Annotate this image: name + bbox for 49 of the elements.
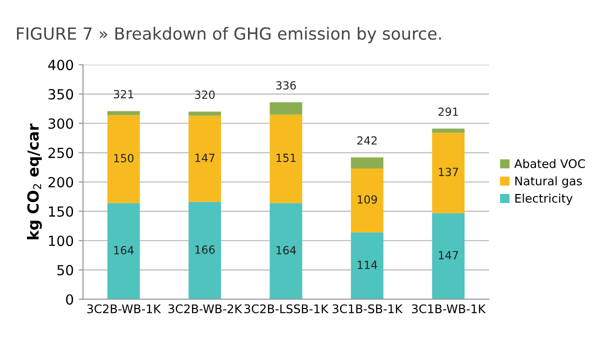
bar — [350, 168, 384, 232]
legend-label: Abated VOC — [514, 158, 585, 168]
total-label: 242 — [357, 136, 377, 145]
y-tick-label: 150 — [49, 206, 74, 217]
bar — [270, 102, 302, 115]
y-tick-label: 400 — [48, 60, 74, 70]
bar — [432, 128, 465, 133]
bar — [188, 116, 222, 202]
data-label: 137 — [438, 168, 458, 176]
legend-label: Electricity — [515, 194, 573, 206]
y-axis-title: kg CO$_{2}$ eq/car — [26, 124, 42, 240]
total-label: 320 — [195, 90, 215, 99]
data-label: 109 — [358, 195, 377, 204]
bar — [432, 132, 465, 214]
data-label: 147 — [438, 251, 458, 260]
y-tick-label: 250 — [48, 148, 74, 158]
x-tick-label: 3C1B-SB-1K — [332, 304, 403, 314]
data-label: 147 — [195, 154, 214, 162]
y-tick-label: 300 — [48, 118, 74, 129]
bar — [432, 213, 465, 300]
bar — [107, 115, 140, 204]
bar — [107, 203, 140, 300]
data-label: 114 — [358, 260, 378, 269]
y-tick-label: 350 — [48, 89, 74, 100]
total-label: 336 — [276, 81, 296, 90]
total-label: 321 — [114, 90, 134, 98]
data-label: 164 — [276, 246, 296, 254]
bar — [350, 232, 384, 300]
y-tick-label: 100 — [49, 236, 74, 246]
y-tick-label: 200 — [48, 176, 74, 188]
x-tick-label: 3C2B-LSSB-1K — [244, 304, 329, 314]
bar — [188, 112, 222, 116]
data-label: 166 — [195, 245, 215, 254]
chart-title: FIGURE 7 » Breakdown of GHG emission by source. — [17, 26, 441, 44]
bar — [270, 203, 302, 300]
bar — [270, 114, 302, 204]
bar — [188, 202, 222, 300]
data-label: 164 — [114, 246, 134, 254]
data-label: 151 — [276, 154, 296, 162]
x-tick-label: 3C2B-WB-1K — [87, 304, 162, 314]
total-label: 291 — [438, 108, 458, 116]
x-tick-label: 3C1B-WB-1K — [412, 304, 486, 314]
y-tick-label: 0 — [66, 294, 74, 305]
bar — [107, 111, 140, 116]
bar — [350, 157, 384, 169]
x-tick-label: 3C2B-WB-2K — [168, 304, 242, 314]
data-label: 150 — [114, 154, 134, 162]
legend-label: Natural gas — [515, 176, 582, 188]
y-tick-label: 50 — [57, 264, 74, 276]
